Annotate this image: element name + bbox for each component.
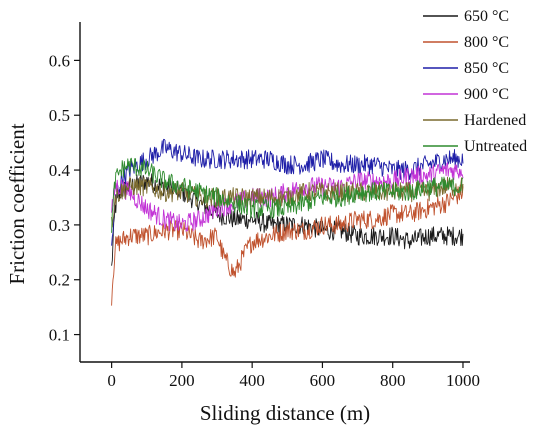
x-axis-title: Sliding distance (m) xyxy=(200,401,370,425)
legend-label: 650 °C xyxy=(464,8,509,25)
y-tick-label: 0.4 xyxy=(49,161,71,180)
axes-layer xyxy=(79,22,470,363)
series-layer xyxy=(111,138,464,306)
x-tick-label: 1000 xyxy=(446,371,480,390)
x-tick-label: 200 xyxy=(169,371,195,390)
y-tick-label: 0.6 xyxy=(49,51,70,70)
x-ticks: 0 200 400 600 800 1000 xyxy=(107,362,480,390)
series-line-1 xyxy=(111,184,464,306)
x-tick-label: 600 xyxy=(310,371,336,390)
y-ticks: 0.1 0.2 0.3 0.4 0.5 0.6 xyxy=(49,51,80,345)
y-tick-label: 0.5 xyxy=(49,106,70,125)
x-tick-label: 400 xyxy=(239,371,265,390)
x-tick-label: 0 xyxy=(107,371,116,390)
legend: 650 °C 800 °C 850 °C 900 °C Hardened Untreate… xyxy=(423,8,527,155)
legend-label: 850 °C xyxy=(464,60,509,77)
x-tick-label: 800 xyxy=(380,371,406,390)
y-tick-label: 0.2 xyxy=(49,271,70,290)
y-tick-label: 0.1 xyxy=(49,326,70,345)
y-tick-label: 0.3 xyxy=(49,216,70,235)
series-line-3 xyxy=(111,162,464,232)
legend-label: 900 °C xyxy=(464,86,509,103)
legend-label: Hardened xyxy=(464,112,526,129)
series-line-5 xyxy=(111,157,464,233)
legend-label: Untreated xyxy=(464,138,527,155)
y-axis-title: Friction coefficient xyxy=(5,123,29,284)
legend-label: 800 °C xyxy=(464,34,509,51)
